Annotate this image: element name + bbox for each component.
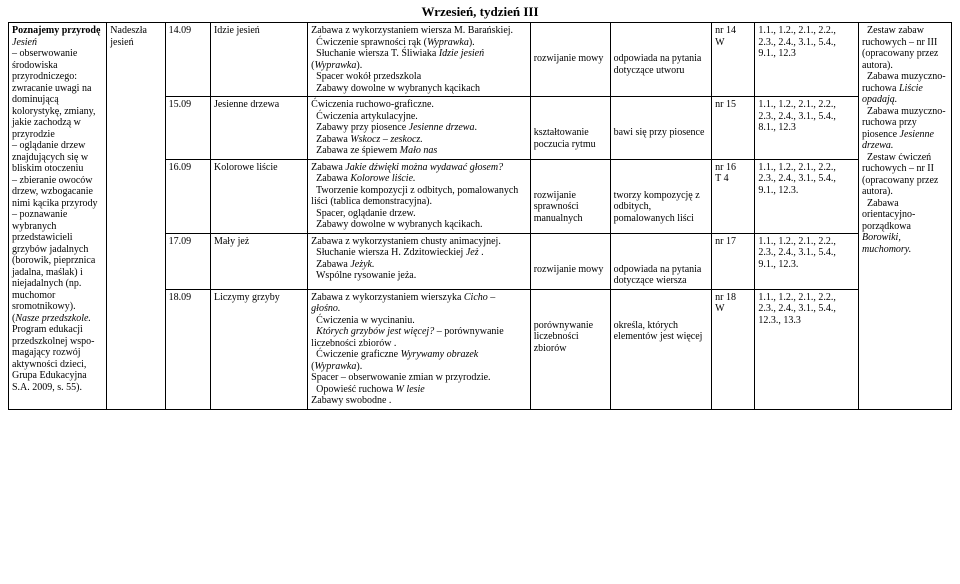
col-subtopic: Nadeszła jesień	[107, 23, 165, 410]
col-activities: Zabawa Jakie dźwięki można wydawać głose…	[308, 159, 531, 233]
col-theme: Idzie jesień	[210, 23, 307, 97]
col-theme: Mały jeż	[210, 233, 307, 289]
col-topic: Poznajemy przyrodęJesień– obserwowanie ś…	[9, 23, 107, 410]
col-date: 17.09	[165, 233, 210, 289]
col-outcome: odpowiada na pytania dotyczące utworu	[610, 23, 712, 97]
col-refs: 1.1., 1.2., 2.1., 2.2., 2.3., 2.4., 3.1.…	[755, 289, 859, 409]
col-outcome: tworzy kompozycję z odbitych, pomalowany…	[610, 159, 712, 233]
col-activities: Ćwiczenia ruchowo-graficzne. Ćwiczenia a…	[308, 97, 531, 160]
col-outcome: odpowiada na pytania dotyczące wiersza	[610, 233, 712, 289]
col-area: rozwijanie sprawności manualnych	[530, 159, 610, 233]
col-theme: Liczymy grzyby	[210, 289, 307, 409]
col-activities: Zabawa z wykorzystaniem wierszyka Cicho …	[308, 289, 531, 409]
col-refs: 1.1., 1.2., 2.1., 2.2., 2.3., 2.4., 3.1.…	[755, 233, 859, 289]
col-area: porównywanie liczebności zbiorów	[530, 289, 610, 409]
schedule-table: Poznajemy przyrodęJesień– obserwowanie ś…	[8, 22, 952, 410]
col-area: rozwijanie mowy	[530, 23, 610, 97]
col-outcome: bawi się przy piosence	[610, 97, 712, 160]
col-date: 16.09	[165, 159, 210, 233]
col-refs: 1.1., 1.2., 2.1., 2.2., 2.3., 2.4., 3.1.…	[755, 97, 859, 160]
col-nr: nr 18W	[712, 289, 755, 409]
col-nr: nr 15	[712, 97, 755, 160]
col-date: 18.09	[165, 289, 210, 409]
col-area: kształtowanie poczucia rytmu	[530, 97, 610, 160]
col-theme: Jesienne drzewa	[210, 97, 307, 160]
col-notes: Zestaw zabaw ruchowych – nr III (opracow…	[859, 23, 952, 410]
table-row: Poznajemy przyrodęJesień– obserwowanie ś…	[9, 23, 952, 97]
col-date: 15.09	[165, 97, 210, 160]
col-activities: Zabawa z wykorzystaniem wiersza M. Barań…	[308, 23, 531, 97]
col-theme: Kolorowe liście	[210, 159, 307, 233]
col-nr: nr 16T 4	[712, 159, 755, 233]
col-refs: 1.1., 1.2., 2.1., 2.2., 2.3., 2.4., 3.1.…	[755, 23, 859, 97]
col-nr: nr 17	[712, 233, 755, 289]
col-date: 14.09	[165, 23, 210, 97]
col-outcome: określa, których elementów jest więcej	[610, 289, 712, 409]
col-activities: Zabawa z wykorzystaniem chusty animacyjn…	[308, 233, 531, 289]
col-area: rozwijanie mowy	[530, 233, 610, 289]
col-nr: nr 14W	[712, 23, 755, 97]
col-refs: 1.1., 1.2., 2.1., 2.2., 2.3., 2.4., 3.1.…	[755, 159, 859, 233]
page-title: Wrzesień, tydzień III	[8, 4, 952, 22]
